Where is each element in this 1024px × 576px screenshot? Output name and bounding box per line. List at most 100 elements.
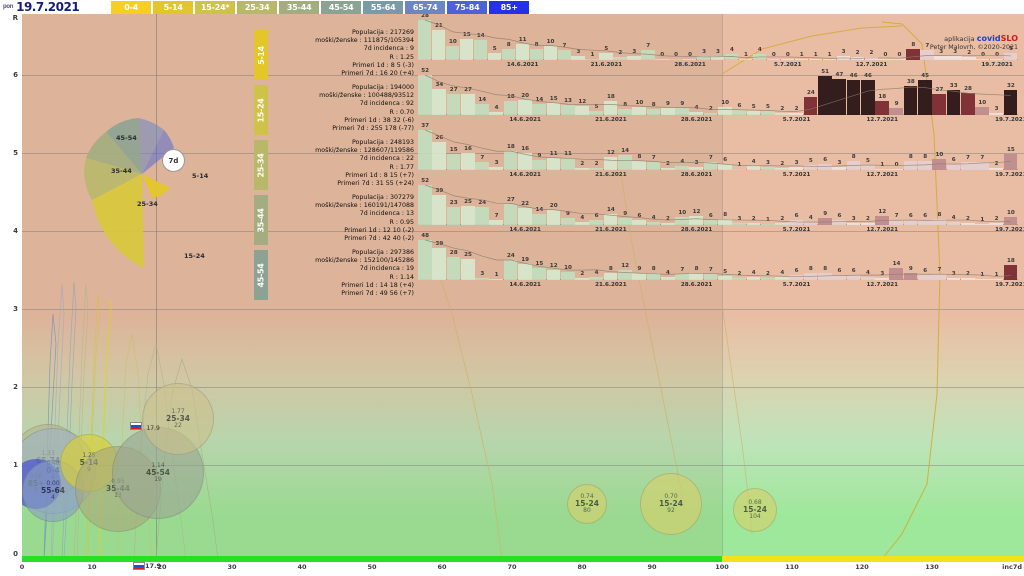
bar[interactable] — [532, 160, 546, 170]
bar[interactable] — [975, 107, 989, 115]
bar[interactable] — [918, 161, 932, 170]
bar[interactable] — [906, 48, 920, 60]
bar[interactable] — [689, 111, 704, 115]
bar[interactable] — [575, 221, 589, 225]
bar[interactable] — [532, 267, 546, 280]
bar[interactable] — [818, 75, 832, 115]
bar[interactable] — [489, 219, 504, 225]
bar[interactable] — [832, 275, 846, 280]
bar[interactable] — [789, 166, 804, 170]
bar[interactable] — [746, 165, 761, 170]
bar[interactable] — [655, 59, 669, 60]
bar[interactable] — [532, 104, 546, 115]
bar[interactable] — [822, 58, 836, 60]
info-row-45-54[interactable]: 45-54 Populacija : 297386 moški/ženske : 1… — [254, 248, 416, 303]
bar[interactable] — [760, 166, 775, 170]
bar[interactable] — [803, 221, 818, 225]
bar[interactable] — [803, 96, 818, 115]
bar[interactable] — [632, 107, 646, 115]
bar[interactable] — [589, 167, 604, 170]
bar[interactable] — [960, 162, 975, 170]
age-tab-55-64[interactable]: 55-64 — [363, 0, 404, 14]
bar[interactable] — [618, 218, 632, 225]
bar[interactable] — [683, 59, 697, 60]
info-row-25-34[interactable]: 25-34 Populacija : 248193 moški/ženske : 1… — [254, 138, 416, 193]
bar[interactable] — [418, 130, 432, 170]
bar[interactable] — [878, 59, 892, 60]
bar[interactable] — [501, 48, 516, 60]
bar-row-15-24[interactable]: 52 34 27 27 14 4 18 20 14 15 13 12 5 18 8 10 8 9 9 4 2 10 6 5 5 2… — [418, 68, 1024, 124]
age-tab-0-4[interactable]: 0-4 — [111, 0, 152, 14]
bar[interactable] — [975, 224, 989, 225]
bar[interactable] — [689, 273, 704, 280]
bar[interactable] — [746, 276, 761, 280]
bar[interactable] — [632, 272, 646, 280]
bar[interactable] — [445, 45, 460, 60]
bubble-15-24[interactable]: 0.70 15-24 92 — [640, 473, 702, 535]
bar-row-5-14[interactable]: 28 21 10 15 14 5 8 11 8 10 7 3 1 5 2 3 7 0 0 0 3 3 4 1 4 0 0 1 1 1 3 2 2… — [418, 14, 1018, 69]
bar[interactable] — [603, 273, 618, 280]
bar[interactable] — [518, 208, 532, 225]
bar[interactable] — [703, 162, 718, 170]
bar[interactable] — [775, 223, 789, 225]
bar[interactable] — [746, 111, 761, 115]
bar[interactable] — [618, 108, 632, 115]
bar[interactable] — [475, 162, 489, 170]
bar[interactable] — [418, 185, 432, 225]
bar[interactable] — [518, 99, 532, 115]
rose-petal-55-64[interactable] — [138, 118, 164, 174]
bar[interactable] — [875, 168, 889, 170]
age-tab-25-34[interactable]: 25-34 — [237, 0, 278, 14]
bar[interactable] — [760, 224, 775, 225]
bar[interactable] — [775, 276, 789, 280]
age-tab-15-24[interactable]: 15-24* — [195, 0, 236, 14]
bar[interactable] — [632, 220, 646, 225]
bar[interactable] — [460, 94, 475, 115]
bar[interactable] — [473, 40, 488, 60]
bar[interactable] — [803, 273, 818, 280]
bar[interactable] — [732, 168, 746, 170]
rose-petal-65-74[interactable] — [142, 130, 174, 174]
bar[interactable] — [960, 278, 975, 280]
bar[interactable] — [860, 276, 875, 280]
bar[interactable] — [711, 55, 725, 60]
bar[interactable] — [789, 275, 804, 280]
bar[interactable] — [760, 111, 775, 115]
bar[interactable] — [875, 277, 889, 280]
bar[interactable] — [889, 108, 904, 115]
bar[interactable] — [892, 59, 906, 60]
bar[interactable] — [432, 141, 446, 170]
bar[interactable] — [918, 275, 932, 280]
bar[interactable] — [613, 57, 627, 60]
bar[interactable] — [789, 113, 804, 115]
bar[interactable] — [459, 38, 474, 60]
bar[interactable] — [732, 110, 746, 115]
bar[interactable] — [846, 79, 861, 115]
bar[interactable] — [903, 220, 918, 225]
bar[interactable] — [718, 275, 732, 280]
rose-petal-25-34[interactable] — [84, 158, 142, 200]
bar[interactable] — [946, 89, 961, 115]
bar[interactable] — [446, 256, 461, 280]
bar[interactable] — [431, 30, 446, 60]
bar[interactable] — [660, 108, 675, 115]
bar[interactable] — [489, 166, 504, 170]
bar[interactable] — [794, 58, 809, 60]
bar[interactable] — [989, 167, 1004, 170]
bar[interactable] — [946, 277, 961, 280]
bar[interactable] — [846, 275, 861, 280]
age-tab-85+[interactable]: 85+ — [489, 0, 530, 14]
bar[interactable] — [418, 20, 432, 60]
bar[interactable] — [575, 167, 589, 170]
bar[interactable] — [518, 152, 532, 170]
bar[interactable] — [976, 59, 990, 60]
bar[interactable] — [960, 93, 975, 115]
bar[interactable] — [746, 223, 761, 225]
info-row-15-24[interactable]: 15-24 Populacija : 194000 moški/ženske : 1… — [254, 83, 416, 138]
bar[interactable] — [503, 204, 518, 225]
bar[interactable] — [860, 164, 875, 170]
bar[interactable] — [989, 223, 1004, 225]
bar[interactable] — [789, 220, 804, 225]
bar[interactable] — [832, 166, 846, 170]
bar[interactable] — [660, 167, 675, 170]
